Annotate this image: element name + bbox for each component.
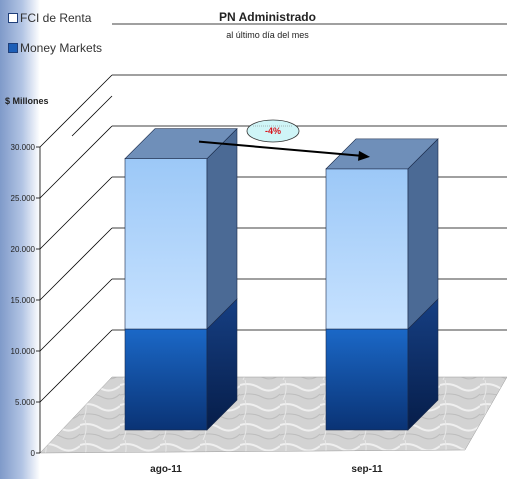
bar-top xyxy=(325,138,439,170)
y-tick-label: 0 xyxy=(31,449,36,458)
bars xyxy=(124,127,439,431)
gridline-diagonal xyxy=(39,74,113,148)
arrowhead-icon xyxy=(358,150,370,161)
legend-swatch-fci xyxy=(8,13,18,23)
x-tick-label: ago-11 xyxy=(150,464,182,475)
x-tick-label: sep-11 xyxy=(351,464,383,475)
left-decor-band xyxy=(0,0,40,479)
y-axis-label: $ Millones xyxy=(5,96,49,106)
annotation-bubble xyxy=(246,119,300,143)
gridline-diagonal xyxy=(71,95,113,137)
chart-subtitle: al último día del mes xyxy=(226,30,309,40)
bar-segment-fci xyxy=(325,168,409,330)
y-tick-label: 30.000 xyxy=(11,143,36,152)
gridline-diagonal xyxy=(39,278,113,352)
bar-segment-money-markets xyxy=(124,328,208,431)
gridlines xyxy=(39,23,507,403)
y-tick-label: 20.000 xyxy=(11,245,36,254)
bar-segment-fci xyxy=(124,158,208,330)
change-annotation: -4% xyxy=(198,119,370,161)
change-arrow xyxy=(198,140,363,157)
bar-side-fci xyxy=(407,138,439,330)
y-tick-label: 15.000 xyxy=(11,296,36,305)
bar-segment-money-markets xyxy=(325,328,409,431)
y-tick-label: 25.000 xyxy=(11,194,36,203)
gridline-diagonal xyxy=(39,329,113,403)
legend-label-fci: FCI de Renta xyxy=(20,11,92,25)
annotation-label: -4% xyxy=(265,126,281,136)
bar-top xyxy=(124,128,238,159)
legend-item-fci: FCI de Renta xyxy=(8,11,91,25)
gridline-diagonal xyxy=(39,125,113,199)
gridline-diagonal xyxy=(39,227,113,301)
x-axis-labels: ago-11 sep-11 xyxy=(150,464,383,475)
y-tick-label: 10.000 xyxy=(11,347,36,356)
chart-title: PN Administrado xyxy=(219,10,316,24)
y-axis: 0 5.000 10.000 15.000 20.000 25.000 30.000 xyxy=(11,143,41,458)
legend-label-money-markets: Money Markets xyxy=(20,41,103,55)
y-tick-label: 5.000 xyxy=(15,398,36,407)
bar-side-fci xyxy=(206,127,238,330)
legend-swatch-money-markets xyxy=(8,43,18,53)
gridline-diagonal xyxy=(39,176,113,250)
legend-item-money-markets: Money Markets xyxy=(8,41,102,55)
